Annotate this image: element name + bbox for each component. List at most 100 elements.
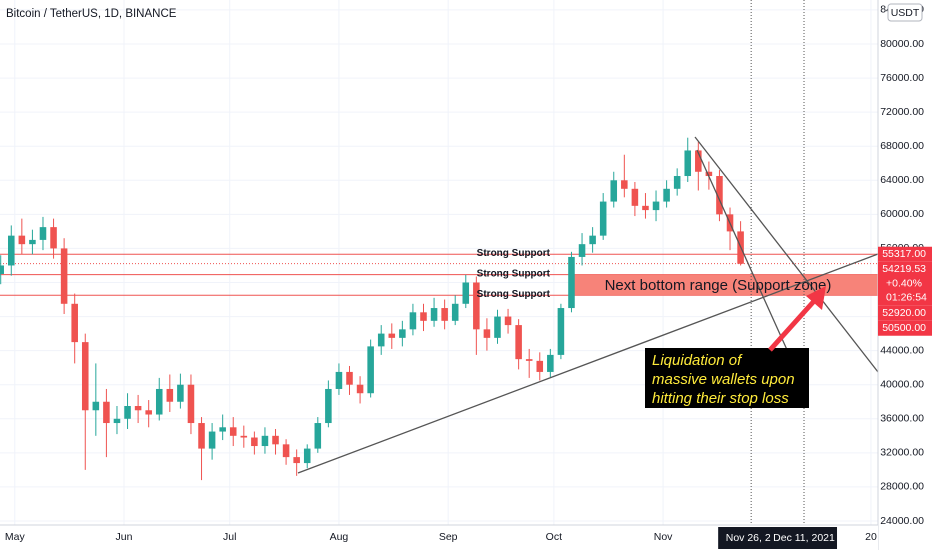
x-tick-label: Jul [223,531,236,543]
candle-body [272,435,279,445]
candle-body [166,388,174,402]
y-tick-label: 36000.00 [880,413,924,425]
countdown: 01:26:54 [886,292,927,304]
candle-body [451,303,459,321]
y-tick-label: 40000.00 [880,378,924,390]
y-tick-label: 68000.00 [880,140,924,152]
candle-body [578,244,586,257]
price-label: 50500.00 [882,322,926,334]
overlay: Strong Support Strong Support Strong Suppo… [477,248,832,300]
candle-body [367,346,374,394]
date-label: Dec 11, 2021 [773,532,835,544]
x-tick-label: Sep [439,531,458,543]
candle-body [504,316,512,326]
candle-body [187,384,195,424]
candle-body [388,333,396,338]
candle-body [208,431,216,449]
candle-body [229,427,237,436]
candle-body [652,201,660,211]
price-label: 54219.53 [882,263,926,275]
arrow [768,298,817,352]
candle-body [303,448,311,464]
candle-body [103,401,110,424]
y-tick-label: 64000.00 [880,174,924,186]
y-tick-label: 80000.00 [880,38,924,50]
candle-body [282,444,290,458]
candle-body [71,303,78,343]
level-text: Strong Support [477,289,551,300]
date-box [718,527,785,549]
candle-body [568,256,575,309]
x-tick-label: Nov [654,531,673,543]
candle-body [0,265,4,274]
price-label-box [878,261,932,306]
candle-body [663,188,670,202]
annotation-text: massive wallets upon [652,371,795,388]
price-label-box [878,305,932,321]
candle-body [145,410,152,415]
level-text: Strong Support [477,248,551,259]
candle-body [642,205,649,211]
x-tick-label: May [5,531,26,543]
y-tick-label: 60000.00 [880,208,924,220]
currency-box [887,3,923,22]
y-tick-label: 32000.00 [880,447,924,459]
candle-body [673,176,681,189]
trendline [297,253,879,474]
candle-body [525,359,533,361]
arrow-head [806,286,826,310]
channel-line [694,136,879,373]
candle-body [515,325,522,360]
candle-body [335,371,343,389]
candle-body [430,308,438,321]
candle-body [705,171,713,177]
candle-body [684,150,692,177]
candle-body [60,248,68,304]
price-label-box [878,320,932,336]
y-tick-label: 24000.00 [880,515,924,527]
candle-body [547,354,554,372]
candle-body [409,312,417,330]
x-tick-label: Jun [116,531,133,543]
candle-body [314,423,322,449]
price-change: +0.40% [886,278,922,290]
candle-body [29,239,36,245]
candle-body [695,150,702,172]
candle-body [18,235,26,245]
zone-label: Next bottom range (Support zone) [605,277,832,294]
candle-body [420,312,427,321]
candle-body [155,388,163,415]
candle-body [356,384,364,394]
annotation-text: hitting their stop loss [652,390,789,407]
candle-body [50,227,57,249]
annotation-text: Liquidation of [652,352,743,369]
candle-body [462,282,470,304]
candle-body [325,388,332,424]
price-label: 52920.00 [882,307,926,319]
y-tick-label: 28000.00 [880,481,924,493]
channel-line [696,149,789,353]
candle-body [599,201,607,236]
candle-body [610,180,618,202]
plot-area [0,0,878,525]
candle-body [177,384,184,402]
support-zone [573,274,878,296]
candle-body [293,457,300,464]
candle-body [483,329,491,338]
candle-body [251,437,258,447]
candle-body [716,176,723,215]
candle-body [198,423,205,449]
y-tick-label: 72000.00 [880,106,924,118]
candle-body [92,401,100,411]
y-tick-label: 44000.00 [880,344,924,356]
date-label: Nov 26, 20 [726,532,777,544]
date-box [771,527,838,549]
x-tick-label: 20 [865,531,877,543]
x-tick-label: Oct [546,531,562,543]
candle-body [399,329,406,338]
x-tick-label: Aug [330,531,349,543]
candle-body [219,427,226,432]
candle-body [134,406,142,411]
candle-body [39,227,47,240]
